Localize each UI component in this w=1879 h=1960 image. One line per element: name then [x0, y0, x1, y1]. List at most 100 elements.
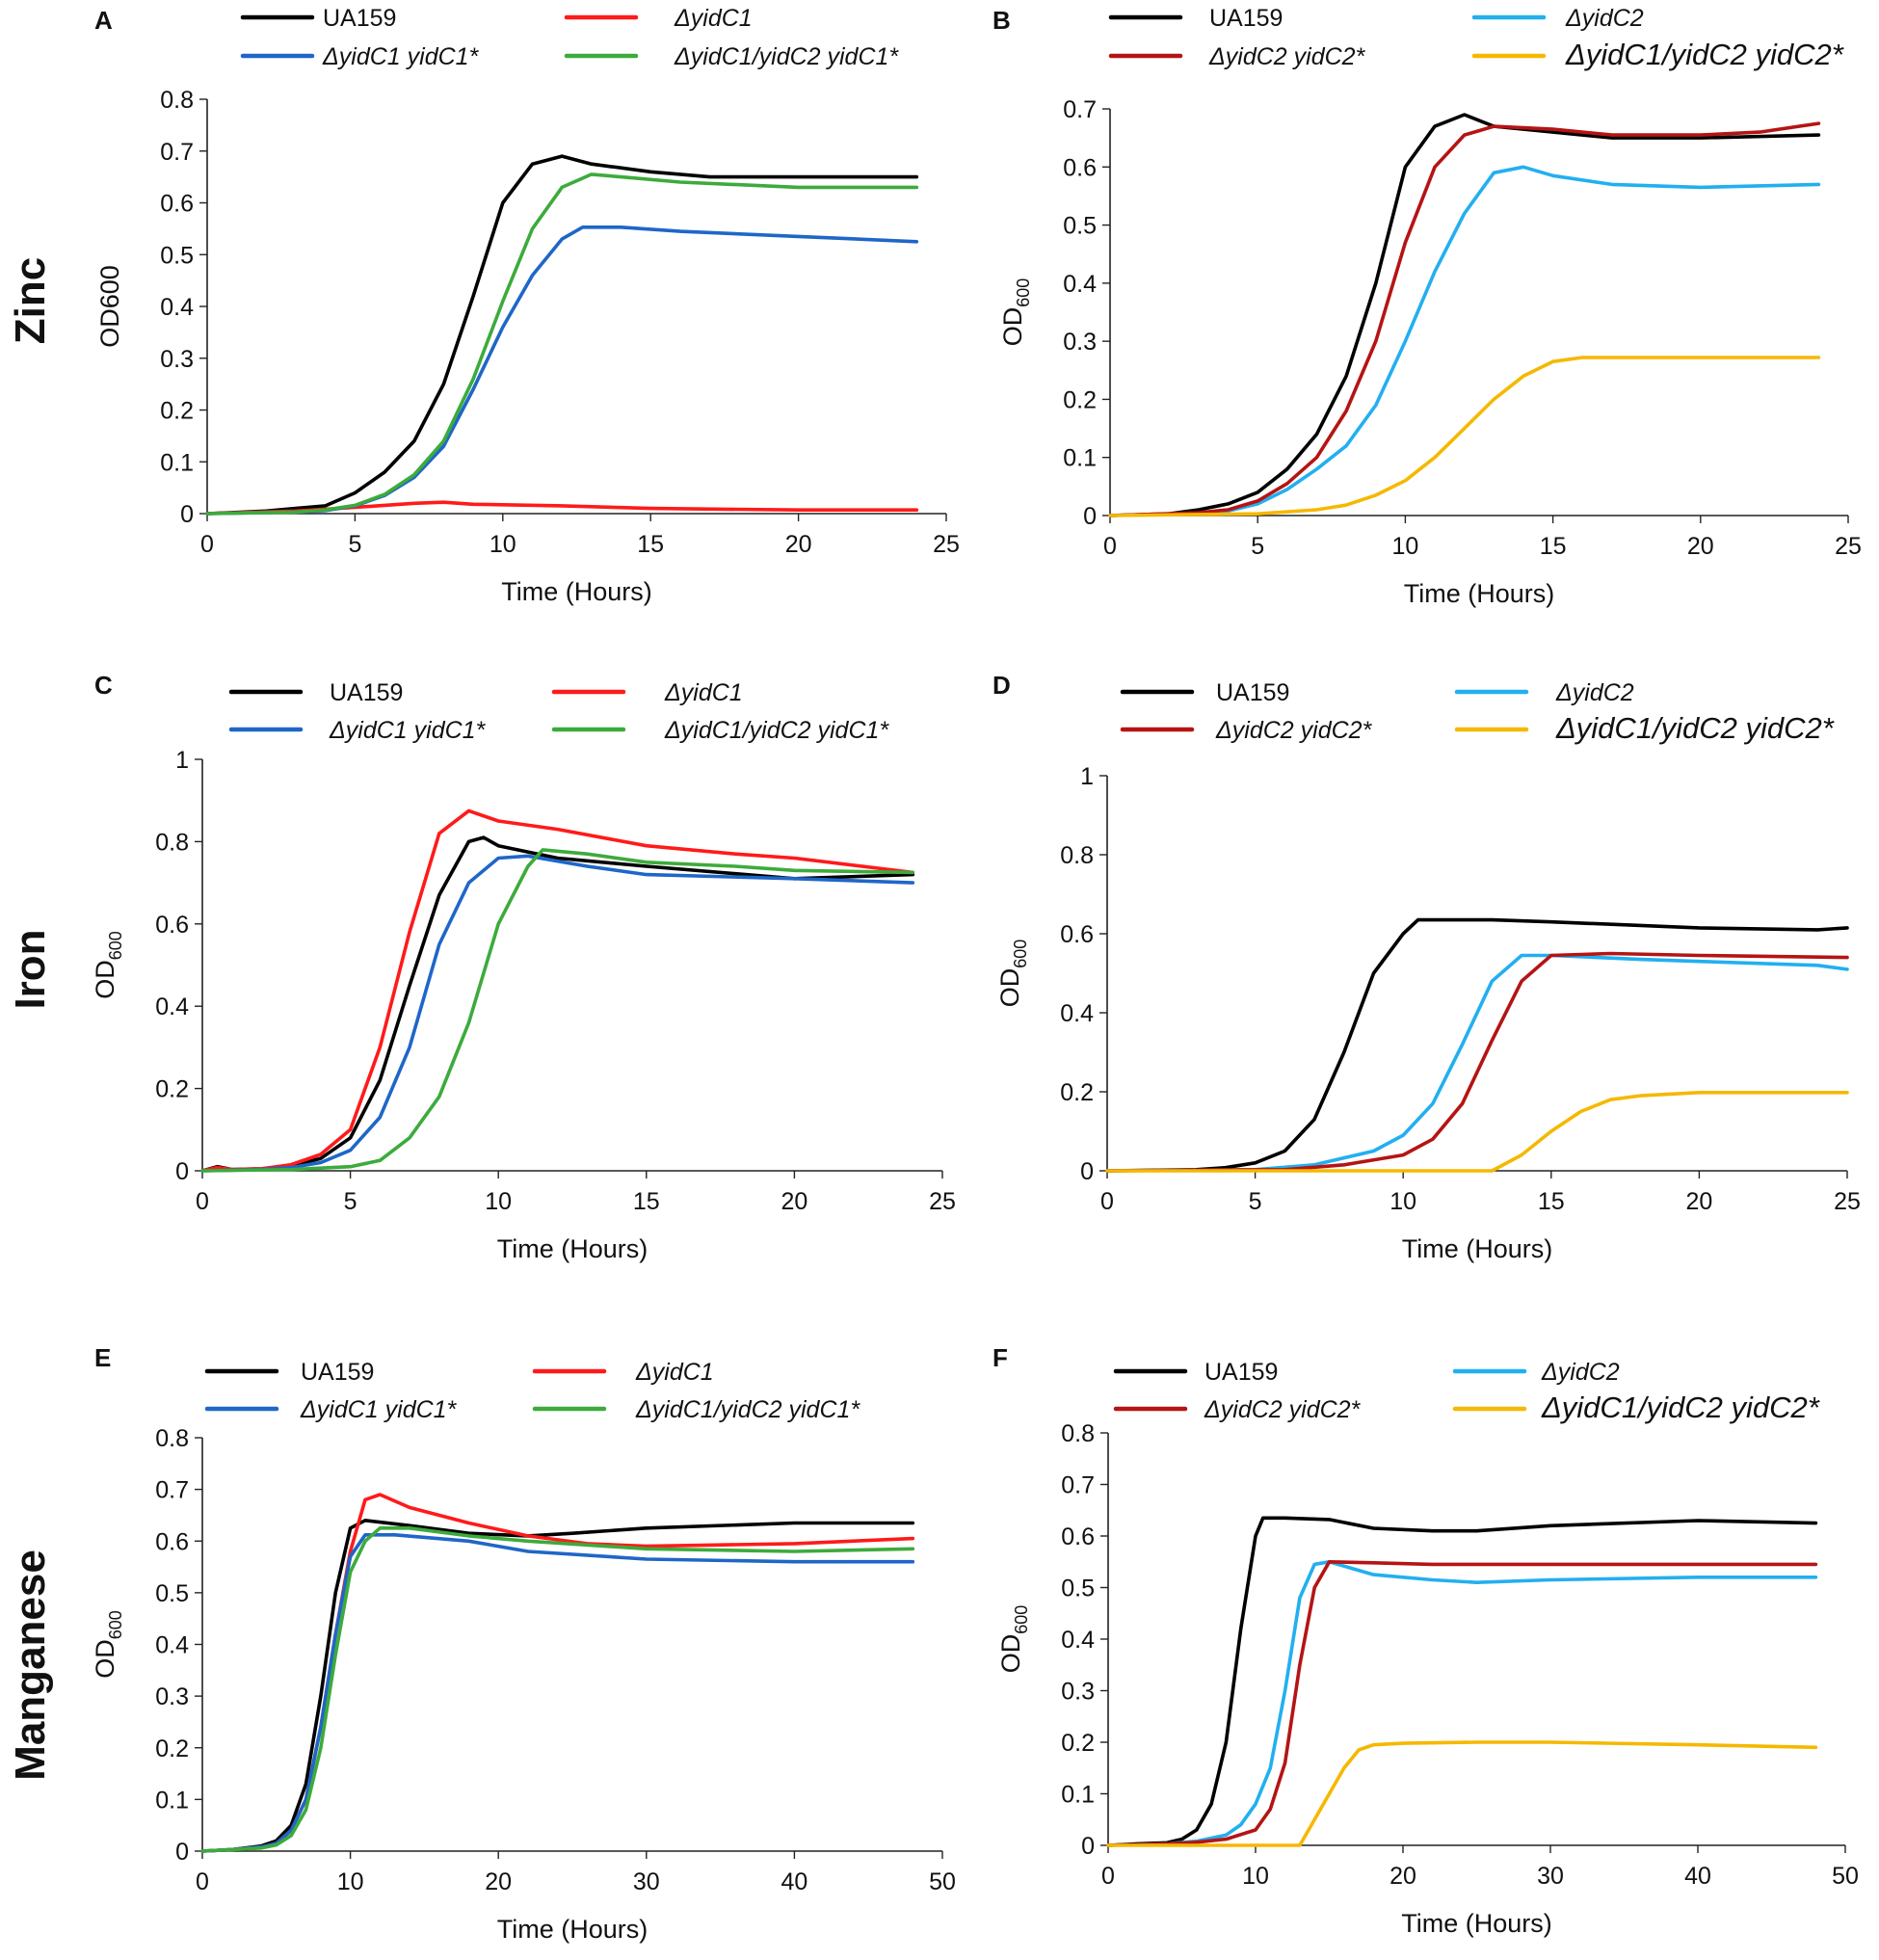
x-tick-label: 0 [1100, 1188, 1114, 1215]
y-tick-label: 0 [180, 501, 194, 528]
y-tick-label: 0.3 [160, 346, 194, 373]
panel-letter: D [992, 671, 1011, 700]
y-tick-label: 0.6 [1060, 921, 1094, 948]
y-tick-label: 0.2 [155, 1076, 189, 1103]
y-tick-label: 0.2 [1061, 1730, 1095, 1757]
y-tick-label: 0.4 [1061, 1627, 1095, 1654]
y-axis-title: OD600 [998, 278, 1033, 347]
x-tick-label: 0 [196, 1868, 209, 1895]
y-tick-label: 0.7 [155, 1477, 189, 1504]
chart-panel-a: A 0 0.1 0.2 0.3 0.4 0.5 0.6 0.7 0.8 0 5 10 15 20 25 Time… [94, 5, 960, 606]
series-line [1108, 356, 1821, 517]
y-tick-label: 0.8 [1060, 842, 1094, 869]
panel-letter: C [94, 671, 113, 700]
chart-panels: A00.10.20.30.40.50.60.70.80 5 10 15 20 25Time… [91, 5, 1862, 1944]
panel-letter: F [992, 1343, 1008, 1372]
y-axis-title-main: OD [996, 1634, 1025, 1674]
x-tick-label: 10 [485, 1188, 512, 1215]
x-axis-title: Time (Hours) [497, 1915, 648, 1944]
legend: UA159 ΔyidC1 ΔyidC1 yidC1* ΔyidC1/yidC2 yid… [228, 679, 889, 744]
x-tick-label: 20 [1685, 1188, 1712, 1215]
y-tick-label: 1 [175, 747, 189, 774]
x-axis-title: Time (Hours) [1402, 1234, 1553, 1263]
legend: UA159 ΔyidC2 ΔyidC2 yidC2* ΔyidC1/yidC2 yid… [1113, 1359, 1820, 1424]
y-tick-label: 0.1 [1063, 445, 1097, 472]
panel-letter: A [94, 6, 113, 35]
x-tick-label: 25 [1835, 533, 1862, 560]
x-tick-label: 30 [633, 1868, 660, 1895]
x-axis-title: Time (Hours) [1404, 579, 1555, 608]
y-axis-title-subscript: 600 [1014, 278, 1033, 307]
legend-label: UA159 [323, 5, 396, 32]
y-tick-label: 0.8 [1061, 1420, 1095, 1447]
y-axis-title-subscript: 600 [1011, 940, 1030, 968]
x-tick-label: 5 [1249, 1188, 1262, 1215]
legend-label: ΔyidC1/yidC2 yidC1* [674, 43, 899, 70]
x-axis-title: Time (Hours) [1401, 1909, 1552, 1938]
legend-label: UA159 [1204, 1359, 1278, 1386]
y-axis-title-subscript: 600 [106, 1610, 125, 1639]
y-tick-label: 0 [1081, 1833, 1095, 1860]
y-tick-label: 0.6 [1063, 154, 1097, 181]
y-tick-label: 0.3 [1063, 329, 1097, 356]
legend-label: ΔyidC1/yidC2 yidC2* [1565, 38, 1844, 71]
y-tick-label: 0.7 [1061, 1472, 1095, 1499]
y-axis-title: OD600 [95, 265, 124, 348]
y-tick-label: 0.6 [1061, 1523, 1095, 1550]
y-tick-label: 0.4 [160, 294, 194, 321]
y-axis-title-subscript: 600 [1012, 1605, 1031, 1634]
x-tick-label: 0 [200, 531, 214, 558]
y-tick-label: 0.7 [1063, 96, 1097, 123]
series-line [200, 1526, 915, 1853]
x-tick-label: 20 [485, 1868, 512, 1895]
row-label-zinc: Zinc [7, 257, 54, 344]
y-tick-label: 0.2 [1063, 386, 1097, 413]
legend: UA159 ΔyidC2 ΔyidC2 yidC2* ΔyidC1/yidC2 yid… [1108, 5, 1844, 71]
x-tick-label: 20 [781, 1188, 807, 1215]
y-tick-label: 0.5 [160, 242, 194, 269]
y-axis-title-main: OD [995, 968, 1024, 1008]
series-line [1108, 113, 1821, 517]
y-tick-label: 0 [1080, 1158, 1094, 1185]
chart-panel-f: F 0 0.1 0.2 0.3 0.4 0.5 0.6 0.7 0.8 0 10 20 30 40 50 Tim… [992, 1343, 1859, 1938]
y-tick-label: 0.4 [1063, 271, 1097, 298]
series-line [205, 225, 919, 516]
legend-label: ΔyidC1 [664, 679, 743, 706]
y-tick-label: 0 [1083, 503, 1097, 530]
y-tick-label: 0.3 [1061, 1679, 1095, 1706]
legend-label: ΔyidC1 yidC1* [329, 717, 487, 744]
x-tick-label: 15 [633, 1188, 660, 1215]
series-line [1106, 1560, 1818, 1847]
y-tick-label: 0.3 [155, 1683, 189, 1710]
series-line [1105, 1091, 1849, 1173]
x-tick-label: 25 [929, 1188, 956, 1215]
series-line [205, 172, 919, 516]
x-tick-label: 10 [490, 531, 516, 558]
y-tick-label: 0.6 [160, 191, 194, 218]
legend: UA159 ΔyidC2 ΔyidC2 yidC2* ΔyidC1/yidC2 yid… [1120, 679, 1835, 745]
y-tick-label: 0.4 [1060, 1000, 1094, 1027]
legend-label: UA159 [330, 679, 403, 706]
legend-label: UA159 [1216, 679, 1289, 706]
y-tick-label: 0.2 [155, 1735, 189, 1762]
y-tick-label: 0.6 [155, 1528, 189, 1555]
legend-label: ΔyidC1 yidC1* [300, 1396, 458, 1423]
y-axis-title-main: OD600 [95, 265, 124, 348]
x-tick-label: 10 [1389, 1188, 1416, 1215]
y-tick-label: 0.2 [160, 398, 194, 425]
x-tick-label: 10 [1391, 533, 1418, 560]
x-tick-label: 20 [1389, 1863, 1416, 1890]
chart-panel-b: B 0 0.1 0.2 0.3 0.4 0.5 0.6 0.7 0 5 10 15 20 25 Time (H… [992, 5, 1862, 608]
x-tick-label: 5 [348, 531, 361, 558]
y-axis-title-main: OD [91, 960, 119, 999]
x-tick-label: 10 [1242, 1863, 1269, 1890]
x-tick-label: 50 [1832, 1863, 1859, 1890]
x-tick-label: 15 [1538, 1188, 1565, 1215]
legend: UA159 ΔyidC1 ΔyidC1 yidC1* ΔyidC1/yidC2 yid… [240, 5, 899, 70]
x-tick-label: 0 [1101, 1863, 1115, 1890]
series-line [1108, 121, 1821, 517]
x-tick-label: 5 [344, 1188, 357, 1215]
